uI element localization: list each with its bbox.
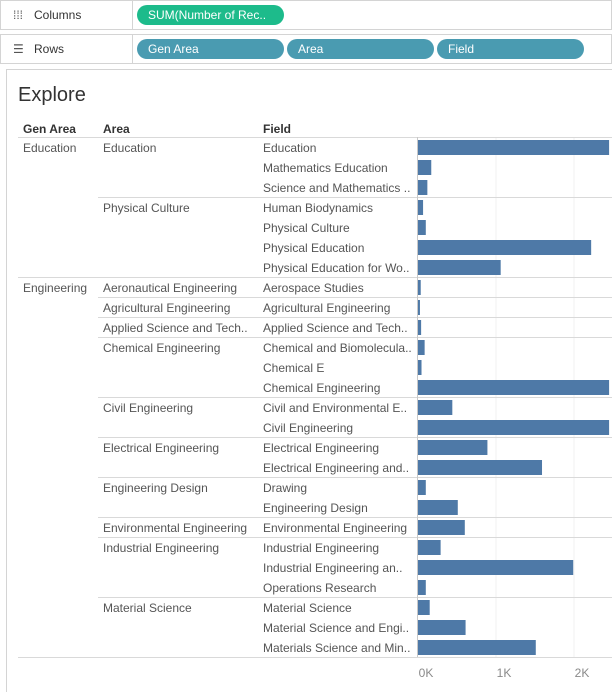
area-label: Electrical Engineering — [103, 441, 220, 455]
x-tick-label: 1K — [497, 666, 512, 680]
bar[interactable] — [418, 320, 422, 335]
x-tick-label: 0K — [419, 666, 434, 680]
area-label: Chemical Engineering — [103, 341, 221, 355]
bar[interactable] — [418, 540, 441, 555]
bar[interactable] — [418, 140, 610, 155]
field-label: Civil Engineering — [263, 421, 354, 435]
pill-field[interactable]: Field — [437, 39, 584, 59]
header-area: Area — [103, 122, 130, 136]
bar[interactable] — [418, 220, 426, 235]
bar[interactable] — [418, 480, 426, 495]
field-label: Electrical Engineering — [263, 441, 380, 455]
field-label: Civil and Environmental E.. — [263, 401, 408, 415]
area-label: Aeronautical Engineering — [103, 281, 238, 295]
pill-sum-number-of-records[interactable]: SUM(Number of Rec.. — [137, 5, 284, 25]
x-tick-label: 2K — [575, 666, 590, 680]
bar[interactable] — [418, 420, 610, 435]
area-label: Agricultural Engineering — [103, 301, 231, 315]
bar[interactable] — [418, 260, 501, 275]
gen-area-label: Engineering — [23, 281, 88, 295]
pill-gen-area[interactable]: Gen Area — [137, 39, 284, 59]
bar[interactable] — [418, 560, 574, 575]
field-label: Education — [263, 141, 317, 155]
bar[interactable] — [418, 460, 543, 475]
bar[interactable] — [418, 500, 458, 515]
area-label: Physical Culture — [103, 201, 190, 215]
bar[interactable] — [418, 580, 426, 595]
field-label: Operations Research — [263, 581, 377, 595]
bar[interactable] — [418, 300, 420, 315]
columns-shelf: ⁞⁞⁞ Columns SUM(Number of Rec.. — [0, 0, 612, 30]
gen-area-label: Education — [23, 141, 77, 155]
bar[interactable] — [418, 180, 428, 195]
bar[interactable] — [418, 240, 592, 255]
field-label: Materials Science and Min.. — [263, 641, 411, 655]
area-label: Environmental Engineering — [103, 521, 248, 535]
bar[interactable] — [418, 640, 536, 655]
field-label: Engineering Design — [263, 501, 368, 515]
field-label: Chemical E — [263, 361, 325, 375]
field-label: Agricultural Engineering — [263, 301, 391, 315]
field-label: Chemical Engineering — [263, 381, 381, 395]
bar[interactable] — [418, 280, 421, 295]
bar[interactable] — [418, 380, 610, 395]
field-label: Physical Education for Wo.. — [263, 261, 410, 275]
columns-shelf-label: ⁞⁞⁞ Columns — [1, 1, 133, 29]
bar[interactable] — [418, 200, 424, 215]
header-field: Field — [263, 122, 292, 136]
bar[interactable] — [418, 520, 465, 535]
field-label: Electrical Engineering and.. — [263, 461, 410, 475]
field-label: Industrial Engineering an.. — [263, 561, 403, 575]
field-label: Human Biodynamics — [263, 201, 374, 215]
field-label: Drawing — [263, 481, 308, 495]
bar[interactable] — [418, 360, 422, 375]
field-label: Mathematics Education — [263, 161, 388, 175]
field-label: Physical Education — [263, 241, 365, 255]
field-label: Industrial Engineering — [263, 541, 380, 555]
rows-shelf: ☰ Rows Gen Area Area Field — [0, 34, 612, 64]
pill-area[interactable]: Area — [287, 39, 434, 59]
field-label: Aerospace Studies — [263, 281, 364, 295]
bar[interactable] — [418, 400, 453, 415]
bar[interactable] — [418, 440, 488, 455]
area-label: Engineering Design — [103, 481, 208, 495]
rows-icon: ☰ — [13, 42, 24, 56]
columns-icon: ⁞⁞⁞ — [13, 8, 24, 22]
bar[interactable] — [418, 600, 430, 615]
field-label: Material Science and Engi.. — [263, 621, 410, 635]
field-label: Material Science — [263, 601, 352, 615]
area-label: Material Science — [103, 601, 192, 615]
bar[interactable] — [418, 160, 432, 175]
rows-shelf-label: ☰ Rows — [1, 35, 133, 63]
field-label: Chemical and Biomolecula.. — [263, 341, 412, 355]
field-label: Applied Science and Tech.. — [263, 321, 408, 335]
field-label: Science and Mathematics .. — [263, 181, 411, 195]
header-gen-area: Gen Area — [23, 122, 76, 136]
field-label: Physical Culture — [263, 221, 350, 235]
area-label: Civil Engineering — [103, 401, 194, 415]
area-label: Applied Science and Tech.. — [103, 321, 248, 335]
area-label: Education — [103, 141, 157, 155]
sheet-title: Explore — [18, 84, 86, 106]
columns-label: Columns — [34, 8, 82, 22]
bar[interactable] — [418, 620, 466, 635]
rows-label: Rows — [34, 42, 65, 56]
field-label: Environmental Engineering — [263, 521, 408, 535]
area-label: Industrial Engineering — [103, 541, 220, 555]
bar[interactable] — [418, 340, 425, 355]
